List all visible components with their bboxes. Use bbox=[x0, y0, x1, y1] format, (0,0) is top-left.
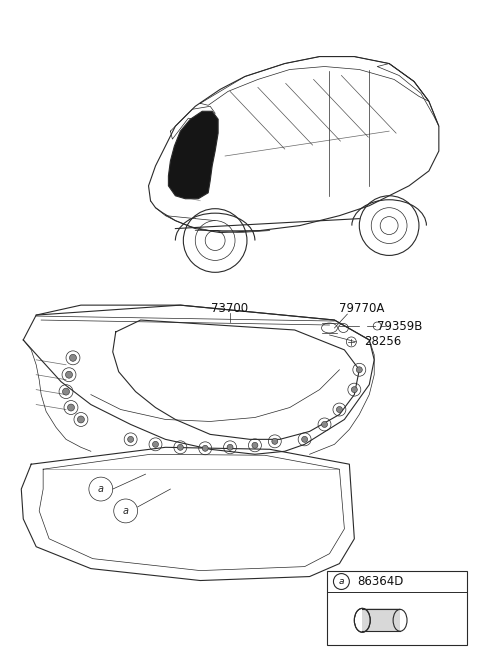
Circle shape bbox=[70, 354, 76, 361]
Circle shape bbox=[351, 386, 357, 393]
Circle shape bbox=[252, 442, 258, 448]
Circle shape bbox=[77, 416, 84, 423]
Circle shape bbox=[62, 388, 70, 395]
FancyBboxPatch shape bbox=[327, 571, 467, 645]
Text: 86364D: 86364D bbox=[357, 575, 404, 588]
Circle shape bbox=[301, 436, 308, 442]
Circle shape bbox=[356, 367, 362, 373]
Circle shape bbox=[202, 445, 208, 451]
Text: 73700: 73700 bbox=[212, 302, 249, 315]
Text: 28256: 28256 bbox=[364, 335, 402, 348]
Circle shape bbox=[227, 444, 233, 450]
FancyBboxPatch shape bbox=[362, 608, 400, 632]
Circle shape bbox=[322, 421, 327, 428]
Polygon shape bbox=[168, 112, 218, 199]
Text: a: a bbox=[98, 484, 104, 494]
Text: 79359B: 79359B bbox=[377, 319, 422, 333]
Circle shape bbox=[336, 407, 342, 413]
Circle shape bbox=[178, 444, 183, 450]
Circle shape bbox=[272, 438, 278, 444]
Circle shape bbox=[128, 436, 133, 442]
Text: 79770A: 79770A bbox=[339, 302, 385, 315]
Text: a: a bbox=[339, 577, 344, 586]
Circle shape bbox=[68, 404, 74, 411]
Circle shape bbox=[65, 371, 72, 379]
Text: a: a bbox=[123, 506, 129, 516]
Circle shape bbox=[153, 441, 158, 447]
